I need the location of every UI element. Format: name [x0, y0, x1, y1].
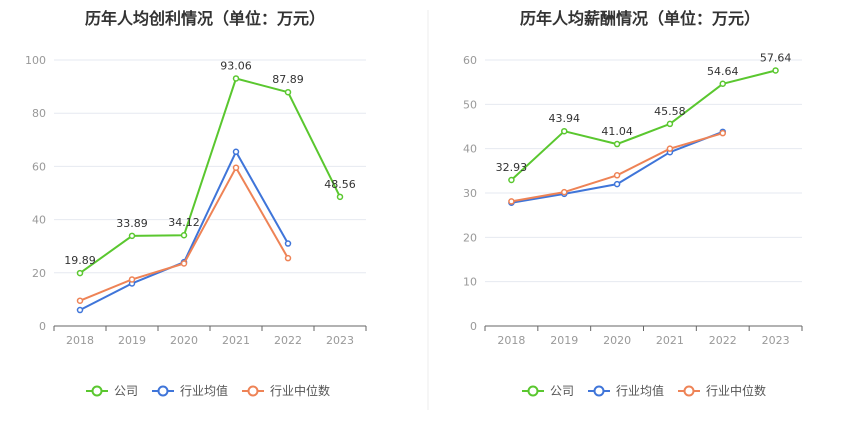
- data-point[interactable]: [232, 75, 240, 82]
- legend-marker: [683, 385, 695, 397]
- y-tick-label: 0: [39, 320, 46, 333]
- legend-label: 行业均值: [616, 383, 664, 398]
- chart-title: 历年人均创利情况（单位：万元）: [85, 9, 325, 28]
- legend-marker: [91, 385, 103, 397]
- data-label: 54.64: [707, 65, 739, 78]
- data-point[interactable]: [719, 129, 726, 137]
- x-tick-label: 2018: [66, 334, 94, 347]
- x-tick-label: 2022: [274, 334, 302, 347]
- y-tick-label: 30: [463, 187, 477, 200]
- y-tick-label: 60: [463, 54, 477, 67]
- data-label: 87.89: [272, 73, 304, 86]
- series-line: [510, 69, 776, 181]
- y-tick-label: 80: [32, 107, 46, 120]
- data-label: 32.93: [496, 161, 528, 174]
- x-tick-label: 2019: [550, 334, 578, 347]
- data-label: 93.06: [220, 59, 252, 72]
- legend-marker: [593, 385, 605, 397]
- legend-marker: [157, 385, 169, 397]
- y-tick-label: 0: [470, 320, 477, 333]
- data-label: 41.04: [601, 125, 633, 138]
- legend-item[interactable]: 行业均值: [152, 383, 228, 398]
- y-tick-label: 100: [25, 54, 46, 67]
- x-tick-label: 2022: [709, 334, 737, 347]
- legend-marker: [247, 385, 259, 397]
- data-point[interactable]: [180, 260, 188, 267]
- legend-label: 行业中位数: [270, 383, 330, 398]
- legend-label: 行业均值: [180, 383, 228, 398]
- chart-title: 历年人均薪酬情况（单位：万元）: [520, 9, 760, 28]
- y-tick-label: 20: [463, 231, 477, 244]
- data-point[interactable]: [284, 240, 292, 247]
- chart-2: 历年人均薪酬情况（单位：万元） 0 10 20 30 40 50 60 2018 2019 2020…: [463, 9, 803, 398]
- series-line: [79, 77, 341, 274]
- data-label: 33.89: [116, 217, 148, 230]
- x-tick-label: 2018: [497, 334, 525, 347]
- data-point[interactable]: [613, 140, 621, 148]
- data-point[interactable]: [508, 176, 515, 184]
- legend-item[interactable]: 公司: [522, 384, 574, 398]
- data-point[interactable]: [508, 198, 515, 205]
- data-point[interactable]: [561, 188, 568, 196]
- data-point[interactable]: [613, 172, 621, 179]
- x-tick-label: 2020: [603, 334, 631, 347]
- x-tick-label: 2021: [656, 334, 684, 347]
- y-tick-label: 60: [32, 160, 46, 173]
- legend-item[interactable]: 行业均值: [588, 383, 664, 398]
- x-tick-label: 2020: [170, 334, 198, 347]
- y-tick-label: 50: [463, 98, 477, 111]
- data-label: 57.64: [760, 51, 792, 64]
- data-label: 45.58: [654, 105, 686, 118]
- y-tick-label: 40: [32, 214, 46, 227]
- x-tick-label: 2023: [762, 334, 790, 347]
- x-tick-label: 2019: [118, 334, 146, 347]
- legend-marker: [527, 385, 539, 397]
- legend-item[interactable]: 行业中位数: [678, 383, 766, 398]
- data-point[interactable]: [232, 148, 240, 156]
- data-point[interactable]: [128, 232, 136, 240]
- legend-item[interactable]: 公司: [86, 384, 138, 398]
- y-tick-label: 20: [32, 267, 46, 280]
- data-label: 19.89: [64, 254, 96, 267]
- data-point[interactable]: [336, 193, 344, 201]
- data-point[interactable]: [180, 231, 188, 239]
- data-point[interactable]: [232, 164, 240, 171]
- x-tick-label: 2023: [326, 334, 354, 347]
- data-point[interactable]: [76, 269, 84, 277]
- data-point[interactable]: [561, 127, 568, 135]
- legend-label: 行业中位数: [706, 383, 766, 398]
- x-tick-label: 2021: [222, 334, 250, 347]
- data-point[interactable]: [666, 145, 674, 152]
- y-tick-label: 10: [463, 276, 477, 289]
- legend-label: 公司: [550, 384, 574, 398]
- chart-1: 历年人均创利情况（单位：万元） 0 20 40 60 80 100 2018 2019 2020 2…: [25, 9, 367, 398]
- y-tick-label: 40: [463, 143, 477, 156]
- series-line: [79, 150, 289, 311]
- data-label: 48.56: [324, 178, 356, 191]
- data-point[interactable]: [613, 180, 621, 188]
- data-point[interactable]: [76, 297, 84, 304]
- data-label: 34.12: [168, 216, 200, 229]
- data-label: 43.94: [549, 112, 581, 125]
- data-point[interactable]: [772, 67, 779, 74]
- data-point[interactable]: [666, 120, 674, 128]
- data-point[interactable]: [128, 276, 136, 283]
- data-point[interactable]: [284, 254, 292, 262]
- data-point[interactable]: [719, 80, 726, 88]
- data-point[interactable]: [76, 306, 84, 314]
- legend-label: 公司: [114, 384, 138, 398]
- data-point[interactable]: [284, 88, 292, 96]
- legend-item[interactable]: 行业中位数: [242, 383, 330, 398]
